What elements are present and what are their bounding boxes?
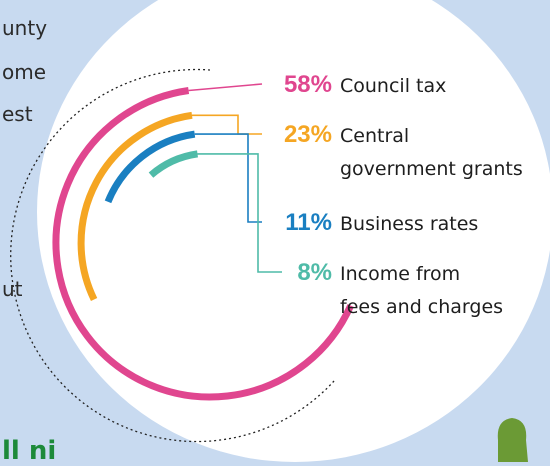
series-label-4-line-2: fees and charges (340, 296, 503, 318)
value-label-4: 8% (297, 259, 332, 286)
arc-2 (77, 111, 193, 302)
leader-line-1 (188, 83, 263, 92)
background-heading-partial: ll ni (2, 436, 57, 466)
background-text-3: est (2, 102, 33, 126)
series-label-2-line-2: government grants (340, 158, 523, 180)
mascot-shape (497, 418, 528, 462)
series-label-3-line-1: Business rates (340, 213, 478, 235)
background-text-1: unty (2, 16, 48, 40)
background-text-4: ut (2, 277, 23, 301)
series-label-2-line-1: Central (340, 125, 409, 147)
arc-3 (104, 130, 196, 204)
value-label-1: 58% (284, 71, 332, 98)
leader-lines-group (188, 83, 282, 273)
leader-line-3 (194, 133, 262, 223)
dotted-outline-arc (10, 68, 335, 443)
series-label-1-line-1: Council tax (340, 75, 446, 97)
leader-line-2 (192, 114, 262, 135)
arcs-group (52, 87, 354, 401)
chart-panel (37, 0, 550, 462)
leader-line-4 (197, 153, 282, 273)
series-label-4-line-1: Income from (340, 263, 460, 285)
arc-4 (148, 150, 199, 178)
arc-1 (52, 87, 354, 401)
value-label-2: 23% (284, 121, 332, 148)
background-text-2: ome (2, 60, 47, 84)
value-label-3: 11% (285, 209, 332, 236)
labels-group: 58% Council tax 23% Central government grant… (284, 71, 523, 318)
